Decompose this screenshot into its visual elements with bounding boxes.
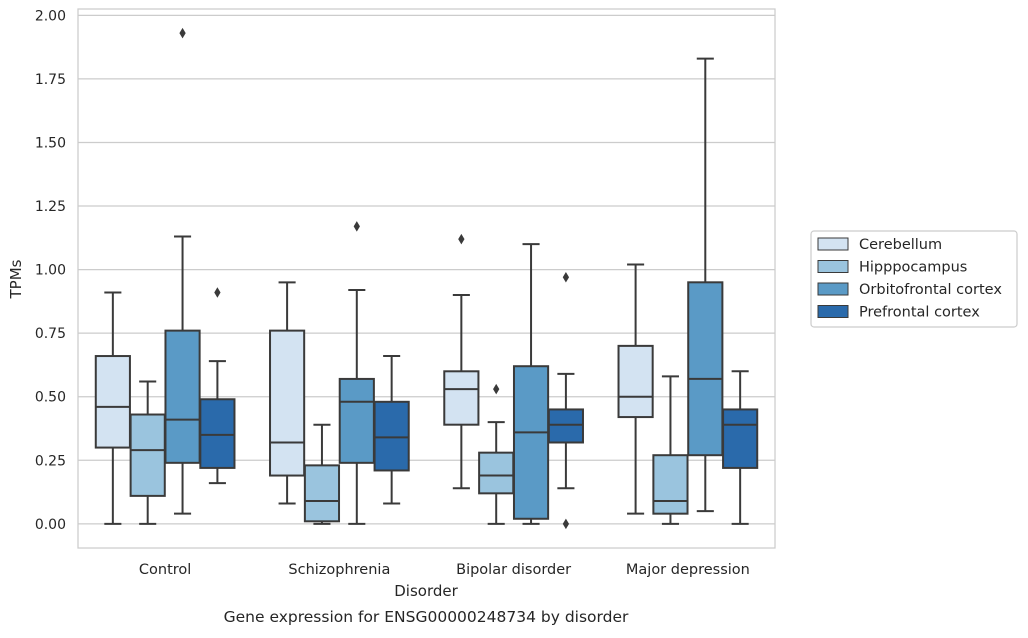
box-iqr	[129, 413, 166, 497]
x-tick-labels: Control Schizophrenia Bipolar disorder Majo…	[139, 562, 750, 578]
legend-label: Cerebellum	[859, 237, 942, 253]
box-group	[687, 57, 724, 513]
x-tick-label: Schizophrenia	[288, 562, 390, 578]
chart-title: Gene expression for ENSG00000248734 by d…	[224, 608, 629, 626]
box-group	[617, 263, 654, 515]
box-group	[652, 375, 689, 525]
box-group	[512, 243, 550, 525]
y-axis-label: TPMs	[7, 259, 25, 299]
legend: Cerebellum Hipppocampus Orbitofrontal cort…	[810, 230, 1018, 328]
box-iqr	[443, 370, 480, 426]
box-iqr	[478, 451, 515, 495]
legend-label: Hipppocampus	[859, 260, 967, 276]
box-iqr	[722, 408, 759, 469]
box-group	[303, 423, 341, 525]
legend-label: Orbitofrontal cortex	[859, 282, 1002, 298]
outlier-point	[214, 287, 221, 298]
box-iqr	[338, 377, 375, 464]
y-tick-label: 0.00	[35, 517, 66, 533]
legend-label: Prefrontal cortex	[859, 305, 980, 321]
box-group	[443, 233, 480, 490]
plot-frame	[77, 8, 776, 549]
x-tick-label: Control	[139, 562, 191, 578]
box-group	[338, 221, 375, 525]
box-group	[129, 380, 166, 525]
box-iqr	[164, 329, 201, 464]
box-groups	[94, 27, 759, 530]
y-tick-label: 0.50	[35, 390, 66, 406]
box-group	[199, 287, 236, 485]
box-iqr	[547, 408, 584, 444]
outlier-point	[562, 518, 570, 530]
box-iqr	[512, 365, 550, 520]
y-tick-label: 2.00	[35, 8, 66, 24]
y-tick-label: 1.50	[35, 135, 66, 151]
x-axis-label: Disorder	[394, 582, 458, 600]
y-tick-label: 1.00	[35, 263, 66, 279]
box-group	[94, 291, 131, 525]
outlier-point	[458, 233, 465, 245]
y-tick-label: 1.25	[35, 199, 66, 215]
box-iqr	[373, 400, 410, 472]
box-group	[164, 27, 201, 515]
box-iqr	[303, 464, 341, 523]
outlier-point	[562, 271, 570, 283]
box-group	[722, 370, 759, 525]
outlier-point	[179, 27, 186, 39]
legend-frame	[810, 230, 1018, 328]
legend-swatch	[817, 260, 849, 273]
y-tick-label: 0.25	[35, 453, 66, 469]
x-tick-label: Bipolar disorder	[456, 562, 571, 578]
box-iqr	[687, 281, 724, 457]
box-group	[373, 355, 410, 505]
box-group	[547, 271, 584, 530]
y-tick-labels: 0.00 0.25 0.50 0.75 1.00 1.25 1.50 1.75 2.00	[35, 8, 66, 532]
box-iqr	[199, 398, 236, 469]
legend-swatch	[817, 282, 849, 296]
outlier-point	[493, 383, 500, 395]
x-tick-label: Major depression	[626, 562, 750, 578]
legend-swatch	[817, 305, 849, 318]
legend-swatch	[817, 237, 849, 251]
box-iqr	[269, 329, 306, 477]
y-tick-label: 0.75	[35, 326, 66, 342]
box-iqr	[94, 355, 131, 449]
outlier-point	[353, 221, 360, 232]
box-iqr	[617, 344, 654, 419]
y-tick-label: 1.75	[35, 72, 66, 88]
box-group	[269, 281, 306, 505]
box-iqr	[652, 454, 689, 515]
